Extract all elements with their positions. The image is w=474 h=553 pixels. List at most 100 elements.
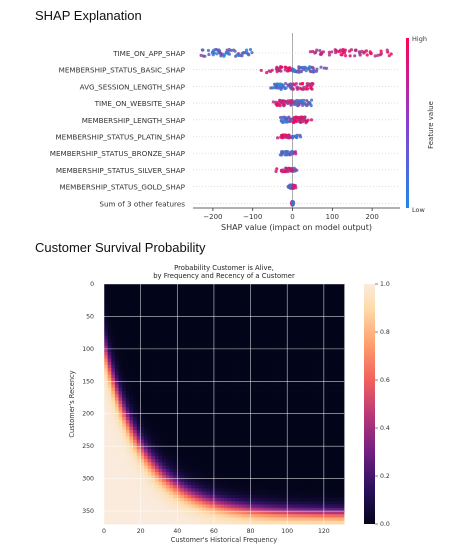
heatmap-cell xyxy=(107,303,112,308)
heatmap-cell xyxy=(293,378,298,382)
heatmap-cell xyxy=(176,306,181,311)
heatmap-cell xyxy=(329,485,334,489)
heatmap-cell xyxy=(111,397,116,402)
heatmap-cell xyxy=(176,462,181,467)
heatmap-cell xyxy=(307,355,312,359)
heatmap-cell xyxy=(209,391,214,395)
heatmap-cell xyxy=(144,413,149,418)
heatmap-cell xyxy=(118,426,123,431)
heatmap-cell xyxy=(111,413,116,418)
heatmap-cell xyxy=(318,481,323,486)
heatmap-cell xyxy=(147,494,152,499)
heatmap-cell xyxy=(151,485,156,489)
heatmap-cell xyxy=(205,481,210,486)
heatmap-cell xyxy=(173,455,178,460)
heatmap-cell xyxy=(256,462,261,467)
heatmap-cell xyxy=(118,287,123,291)
shap-point xyxy=(284,166,288,170)
heatmap-cell xyxy=(136,407,141,411)
heatmap-cell xyxy=(213,361,218,366)
heatmap-cell xyxy=(169,374,174,379)
heatmap-cell xyxy=(111,462,116,467)
heatmap-cell xyxy=(144,429,149,434)
heatmap-cell xyxy=(256,391,261,395)
heatmap-cell xyxy=(336,352,341,356)
heatmap-cell xyxy=(205,410,210,415)
heatmap-cell xyxy=(180,352,185,356)
heatmap-cell xyxy=(304,394,309,398)
heatmap-cell xyxy=(245,449,250,454)
heatmap-cell xyxy=(162,293,167,298)
heatmap-cell xyxy=(311,407,316,411)
heatmap-cell xyxy=(220,491,225,496)
heatmap-cell xyxy=(234,387,239,392)
heatmap-cell xyxy=(165,407,170,411)
heatmap-cell xyxy=(202,378,207,382)
heatmap-cell xyxy=(231,284,236,288)
heatmap-cell xyxy=(253,296,258,301)
heatmap-cell xyxy=(133,306,138,311)
heatmap-cell xyxy=(274,423,279,428)
heatmap-cell xyxy=(249,365,254,369)
heatmap-cell xyxy=(325,368,330,372)
heatmap-cell xyxy=(151,400,156,405)
heatmap-cell xyxy=(278,322,283,327)
heatmap-cell xyxy=(129,384,134,389)
heatmap-cell xyxy=(234,319,239,324)
heatmap-cell xyxy=(282,478,287,483)
heatmap-cell xyxy=(304,462,309,467)
heatmap-cell xyxy=(194,290,199,295)
heatmap-cell xyxy=(231,290,236,295)
heatmap-cell xyxy=(169,296,174,301)
heatmap-cell xyxy=(202,303,207,308)
heatmap-cell xyxy=(325,394,330,398)
heatmap-cell xyxy=(176,361,181,366)
heatmap-cell xyxy=(191,436,196,441)
heatmap-cell xyxy=(249,462,254,467)
heatmap-cell xyxy=(213,452,218,457)
heatmap-cell xyxy=(187,481,192,486)
heatmap-cell xyxy=(165,446,170,450)
heatmap-cell xyxy=(325,309,330,314)
heatmap-cell xyxy=(311,429,316,434)
heatmap-cell xyxy=(336,322,341,327)
shap-point xyxy=(305,119,309,123)
heatmap-cell xyxy=(129,284,134,288)
heatmap-cell xyxy=(151,371,156,376)
heatmap-cell xyxy=(296,287,301,291)
heatmap-cell xyxy=(202,446,207,450)
heatmap-cell xyxy=(104,316,109,321)
heatmap-cell xyxy=(253,429,258,434)
heatmap-cell xyxy=(296,339,301,343)
heatmap-cell xyxy=(184,465,189,470)
heatmap-cell xyxy=(187,423,192,428)
heatmap-cell xyxy=(165,481,170,486)
heatmap-cell xyxy=(169,475,174,479)
heatmap-cell xyxy=(238,335,243,340)
heatmap-cell xyxy=(173,368,178,372)
heatmap-cell xyxy=(151,284,156,288)
heatmap-cell xyxy=(129,309,134,314)
heatmap-cell xyxy=(282,426,287,431)
heatmap-cell xyxy=(278,290,283,295)
heatmap-cell xyxy=(125,371,130,376)
heatmap-cell xyxy=(144,452,149,457)
heatmap-cell xyxy=(329,426,334,431)
heatmap-cell xyxy=(289,410,294,415)
heatmap-cell xyxy=(158,332,163,337)
heatmap-cell xyxy=(104,326,109,330)
heatmap-cell xyxy=(271,436,276,441)
heatmap-cell xyxy=(209,494,214,499)
heatmap-cell xyxy=(274,413,279,418)
heatmap-cell xyxy=(118,355,123,359)
heatmap-cell xyxy=(329,355,334,359)
heatmap-cell xyxy=(136,452,141,457)
heatmap-cell xyxy=(307,345,312,350)
heatmap-cell xyxy=(260,387,265,392)
heatmap-cell xyxy=(151,306,156,311)
heatmap-cell xyxy=(322,358,327,363)
heatmap-cell xyxy=(267,374,272,379)
heatmap-cell xyxy=(107,352,112,356)
heatmap-cell xyxy=(136,303,141,308)
heatmap-cell xyxy=(329,400,334,405)
